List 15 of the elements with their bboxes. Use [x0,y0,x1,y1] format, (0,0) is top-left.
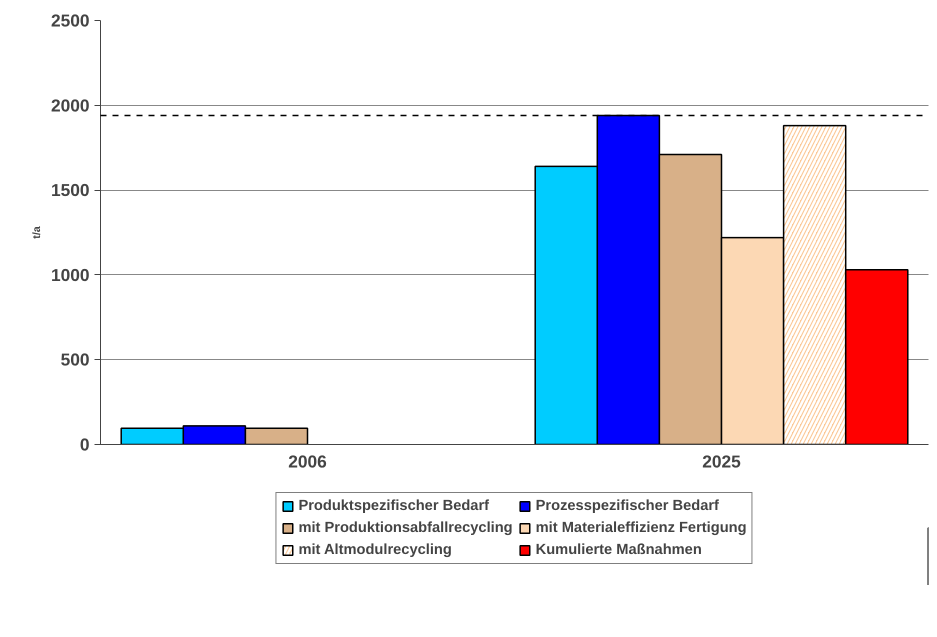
legend-label: mit Produktionsabfallrecycling [298,520,513,536]
y-tick-label: 0 [80,434,90,454]
legend-label: Kumulierte Maßnahmen [536,542,702,558]
y-tick-label: 2500 [50,10,90,30]
legend-label: Prozesspezifischer Bedarf [536,498,719,514]
legend-label: Produktspezifischer Bedarf [298,498,490,514]
x-tick-label: 2006 [288,452,328,472]
y-tick-label: 500 [60,350,90,370]
y-tick-label: 1000 [50,264,90,285]
y-tick-label: 1500 [50,180,90,200]
x-tick-label: 2025 [702,452,742,472]
legend-label: mit Materialeffizienz Fertigung [536,520,747,536]
y-axis-title: t/a [30,226,43,239]
y-tick-label: 2000 [50,95,90,116]
legend-label: mit Altmodulrecycling [298,542,452,558]
